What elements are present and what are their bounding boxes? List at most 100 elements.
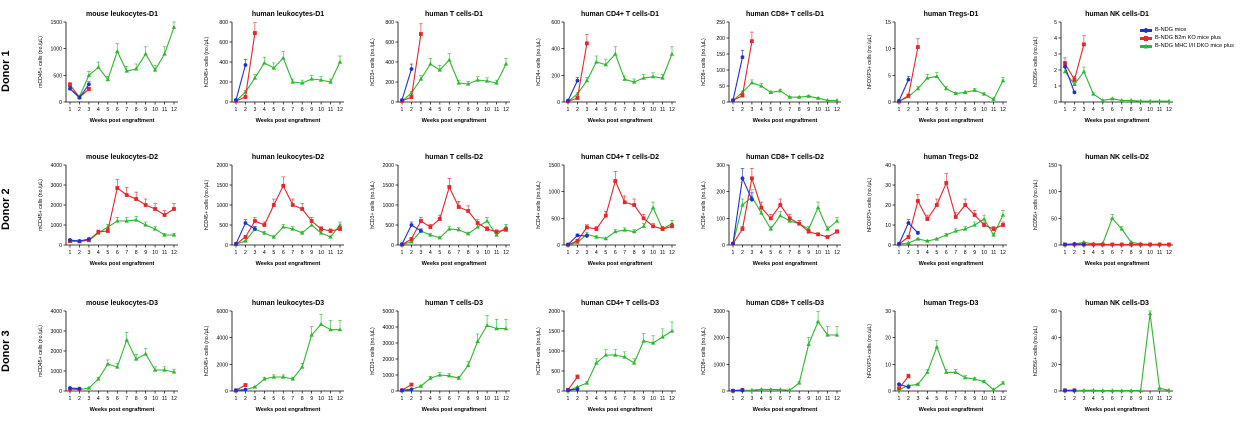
chart-title: human Tregs-D1 <box>924 11 979 18</box>
x-tick-label: 11 <box>328 396 333 402</box>
data-point <box>457 205 461 209</box>
series-line <box>899 183 1003 244</box>
x-tick-label: 12 <box>1000 107 1006 113</box>
data-point <box>1073 91 1077 95</box>
data-point <box>750 80 754 84</box>
x-tick-label: 9 <box>144 250 147 256</box>
data-point <box>234 388 238 392</box>
y-tick-label: 100 <box>716 216 725 222</box>
x-tick-label: 8 <box>964 107 967 113</box>
x-tick-label: 5 <box>106 107 109 113</box>
data-point <box>495 230 499 234</box>
y-tick-label: 6000 <box>216 309 228 315</box>
x-tick-label: 1 <box>401 396 404 402</box>
data-point <box>925 370 929 374</box>
x-tick-label: 10 <box>815 107 821 113</box>
y-tick-label: 2000 <box>382 357 394 363</box>
data-point <box>1091 243 1095 247</box>
x-tick-label: 6 <box>282 107 285 113</box>
x-tick-label: 1 <box>235 250 238 256</box>
data-point <box>163 213 167 217</box>
x-tick-label: 2 <box>244 396 247 402</box>
data-point <box>907 374 911 378</box>
x-tick-label: 6 <box>614 107 617 113</box>
x-tick-label: 9 <box>642 396 645 402</box>
data-point <box>115 49 119 53</box>
y-axis-label: hCD56+ cells (no./μL) <box>1033 37 1039 88</box>
x-tick-label: 6 <box>116 107 119 113</box>
data-point <box>291 80 295 84</box>
legend-swatch-green <box>1140 45 1152 48</box>
x-tick-label: 12 <box>669 396 675 402</box>
data-point <box>466 363 470 367</box>
data-point <box>338 223 342 227</box>
x-tick-label: 6 <box>779 107 782 113</box>
x-tick-label: 11 <box>162 107 167 113</box>
data-point <box>485 219 489 223</box>
data-point <box>925 217 929 221</box>
data-point <box>651 224 655 228</box>
y-tick-label: 2000 <box>50 349 62 355</box>
chart-title: human CD8+ T cells-D3 <box>746 300 824 307</box>
legend-label: B-NDG MHC I/II DKO mice plus <box>1155 43 1234 49</box>
x-tick-label: 7 <box>291 107 294 113</box>
data-point <box>897 386 901 390</box>
x-tick-label: 3 <box>916 250 919 256</box>
x-tick-label: 3 <box>916 107 919 113</box>
x-tick-label: 6 <box>282 396 285 402</box>
chart-title: human NK cells-D2 <box>1085 154 1149 161</box>
y-tick-label: 20 <box>885 203 891 209</box>
x-tick-label: 5 <box>604 396 607 402</box>
y-tick-label: 0 <box>225 389 228 395</box>
x-tick-label: 8 <box>467 250 470 256</box>
y-tick-label: 3000 <box>382 341 394 347</box>
x-tick-label: 8 <box>301 250 304 256</box>
x-tick-label: 3 <box>585 396 588 402</box>
x-axis-label: Weeks post engraftment <box>919 261 984 267</box>
y-tick-label: 200 <box>716 36 725 42</box>
chart-title: mouse leukocytes-D2 <box>86 154 158 161</box>
x-tick-label: 12 <box>503 107 509 113</box>
x-tick-label: 11 <box>991 396 996 402</box>
x-tick-label: 10 <box>318 107 324 113</box>
y-tick-label: 50 <box>719 84 725 90</box>
y-tick-label: 2000 <box>216 362 228 368</box>
x-tick-label: 2 <box>244 250 247 256</box>
x-tick-label: 9 <box>144 396 147 402</box>
x-tick-label: 10 <box>152 396 158 402</box>
x-tick-label: 5 <box>769 396 772 402</box>
x-axis-label: Weeks post engraftment <box>919 407 984 413</box>
x-tick-label: 7 <box>788 396 791 402</box>
y-tick-label: 500 <box>385 223 394 229</box>
x-tick-label: 5 <box>604 107 607 113</box>
y-axis-label: hCD4+ cells (no./μL) <box>536 38 542 86</box>
y-axis-label: hCD4+ cells (no./μL) <box>536 327 542 375</box>
x-tick-label: 6 <box>448 396 451 402</box>
x-axis-label: Weeks post engraftment <box>256 261 321 267</box>
y-tick-label: 0 <box>225 243 228 249</box>
y-axis-label: hCD8+ cells (no./μL) <box>701 181 707 229</box>
x-tick-label: 1 <box>732 250 735 256</box>
x-tick-label: 10 <box>650 107 656 113</box>
y-axis-label: hCD3+ cells (no./μL) <box>370 181 376 229</box>
y-tick-label: 10 <box>885 223 891 229</box>
x-tick-label: 5 <box>769 107 772 113</box>
data-point <box>585 234 589 238</box>
y-tick-label: 15 <box>885 20 891 26</box>
x-tick-label: 9 <box>476 396 479 402</box>
y-tick-label: 1000 <box>548 349 560 355</box>
data-point <box>1001 381 1005 385</box>
x-tick-label: 6 <box>1111 396 1114 402</box>
series-line <box>568 208 672 245</box>
x-axis-label: Weeks post engraftment <box>1085 407 1150 413</box>
data-point <box>1158 243 1162 247</box>
x-tick-label: 12 <box>1166 396 1172 402</box>
series-line <box>733 322 837 391</box>
x-tick-label: 1 <box>401 250 404 256</box>
x-tick-label: 3 <box>87 250 90 256</box>
